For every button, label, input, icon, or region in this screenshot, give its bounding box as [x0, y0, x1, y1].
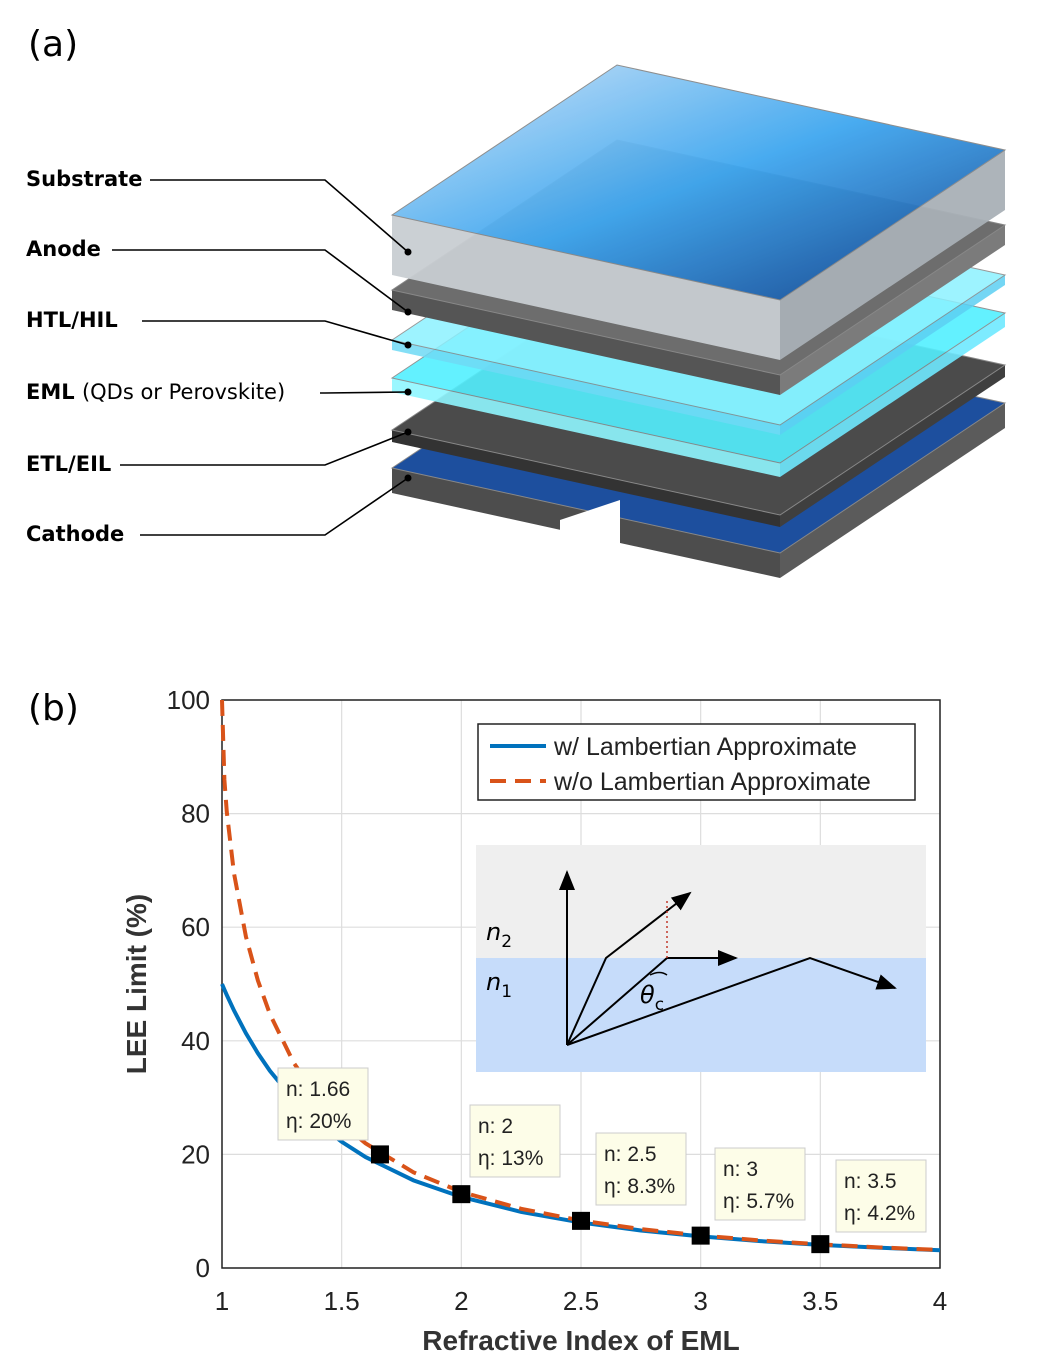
subscript: 1	[501, 982, 512, 1002]
layer-side	[780, 225, 1005, 395]
chart: 0 20 40 60 80 100 1 1.5 2 2.5 3 3.5 4 Refractive Inde…	[121, 685, 947, 1356]
legend-box	[477, 723, 916, 801]
symbol: n	[486, 968, 501, 996]
leader-dot	[404, 388, 412, 396]
inset-top	[476, 845, 926, 958]
layer-label: Cathode	[26, 522, 124, 546]
inset-label: θc	[640, 981, 664, 1015]
leader-dot	[404, 308, 412, 316]
layer-label: ETL/EIL	[26, 452, 111, 476]
layer-top	[390, 64, 1007, 301]
layer-name: Anode	[26, 237, 101, 261]
annotation-text: η: 20%	[286, 1110, 351, 1133]
y-tick-label: 0	[196, 1253, 210, 1283]
x-tick-label: 2	[454, 1286, 468, 1316]
y-tick-label: 100	[167, 685, 210, 715]
line-series	[220, 983, 941, 1253]
layer-side	[780, 365, 1005, 527]
annotation-box	[714, 1147, 806, 1221]
layer-side	[392, 340, 780, 435]
annotation-box	[595, 1132, 687, 1206]
layer-label: EML (QDs or Perovskite)	[26, 380, 285, 404]
annotation-box	[469, 1104, 561, 1178]
x-axis-label: Refractive Index of EML	[422, 1325, 739, 1356]
leader-dot	[404, 248, 412, 256]
layer-label: HTL/HIL	[26, 308, 118, 332]
annotation-text: n: 3	[723, 1158, 758, 1181]
annotation-text: η: 5.7%	[723, 1190, 794, 1213]
layer-note: (QDs or Perovskite)	[82, 380, 285, 404]
leader-line	[320, 391, 409, 394]
annotation-text: n: 2.5	[604, 1143, 657, 1166]
ray	[566, 956, 897, 1046]
layer-name: HTL/HIL	[26, 308, 118, 332]
annotation-text: η: 8.3%	[604, 1175, 675, 1198]
marker	[452, 1185, 471, 1204]
marker	[691, 1226, 710, 1245]
x-tick-label: 3	[693, 1286, 707, 1316]
symbol: n	[486, 918, 501, 946]
y-axis-label: LEE Limit (%)	[121, 894, 152, 1074]
layer-name: EML	[26, 380, 75, 404]
subscript: 2	[501, 932, 512, 952]
leader-dot	[404, 428, 412, 436]
leader-line	[112, 249, 409, 313]
angle-arc	[649, 971, 668, 976]
x-tick-label: 4	[933, 1286, 947, 1316]
layer-name: Substrate	[26, 167, 142, 191]
layer-label: Anode	[26, 237, 101, 261]
layer-label: Substrate	[26, 167, 142, 191]
layer-side	[392, 378, 780, 477]
annotation-text: η: 4.2%	[844, 1202, 915, 1225]
inset-bottom	[476, 958, 926, 1072]
legend-label: w/o Lambertian Approximate	[553, 768, 871, 796]
layer-name: Cathode	[26, 522, 124, 546]
inset-label: n1	[486, 968, 512, 1002]
device-stack	[390, 64, 1007, 578]
y-tick-label: 40	[181, 1026, 210, 1056]
symbol: θ	[640, 981, 655, 1009]
cathode-gap	[560, 500, 620, 560]
layer-side	[392, 215, 780, 360]
annotation-text: n: 3.5	[844, 1170, 897, 1193]
annotation-text: n: 1.66	[286, 1078, 350, 1101]
legend-label: w/ Lambertian Approximate	[553, 733, 857, 761]
subscript: c	[655, 995, 664, 1015]
leader-dot	[404, 341, 412, 349]
x-tick-label: 3.5	[802, 1286, 838, 1316]
marker	[811, 1235, 830, 1254]
panel-label: (a)	[28, 24, 78, 65]
y-tick-label: 20	[181, 1139, 210, 1169]
ray	[566, 891, 692, 1046]
marker	[572, 1211, 590, 1230]
leader-line	[142, 320, 409, 346]
marker	[370, 1145, 389, 1164]
y-tick-label: 60	[181, 912, 210, 942]
leader-line	[150, 179, 409, 253]
leader-line	[120, 431, 409, 466]
annotation-text: n: 2	[478, 1115, 513, 1138]
layer-labels: Substrate Anode HTL/HIL EML (QDs or Perovsk…	[26, 167, 412, 546]
annotation-box	[835, 1159, 927, 1233]
x-tick-label: 1	[215, 1286, 229, 1316]
layer-name: ETL/EIL	[26, 452, 111, 476]
panel-label: (b)	[28, 688, 79, 729]
layer-side	[780, 403, 1005, 578]
inset-label: n2	[486, 918, 512, 952]
x-tick-label: 2.5	[563, 1286, 599, 1316]
leader-line	[140, 477, 409, 536]
layer-side	[780, 275, 1005, 435]
annotation-text: η: 13%	[478, 1147, 543, 1170]
x-tick-label: 1.5	[324, 1286, 360, 1316]
y-tick-label: 80	[181, 799, 210, 829]
layer-side	[392, 430, 780, 527]
annotation-box	[277, 1067, 369, 1141]
layer-side	[780, 150, 1005, 360]
leader-dot	[404, 474, 412, 482]
layer-side	[392, 290, 780, 395]
line-series	[220, 699, 941, 1252]
layer-side	[780, 313, 1005, 477]
